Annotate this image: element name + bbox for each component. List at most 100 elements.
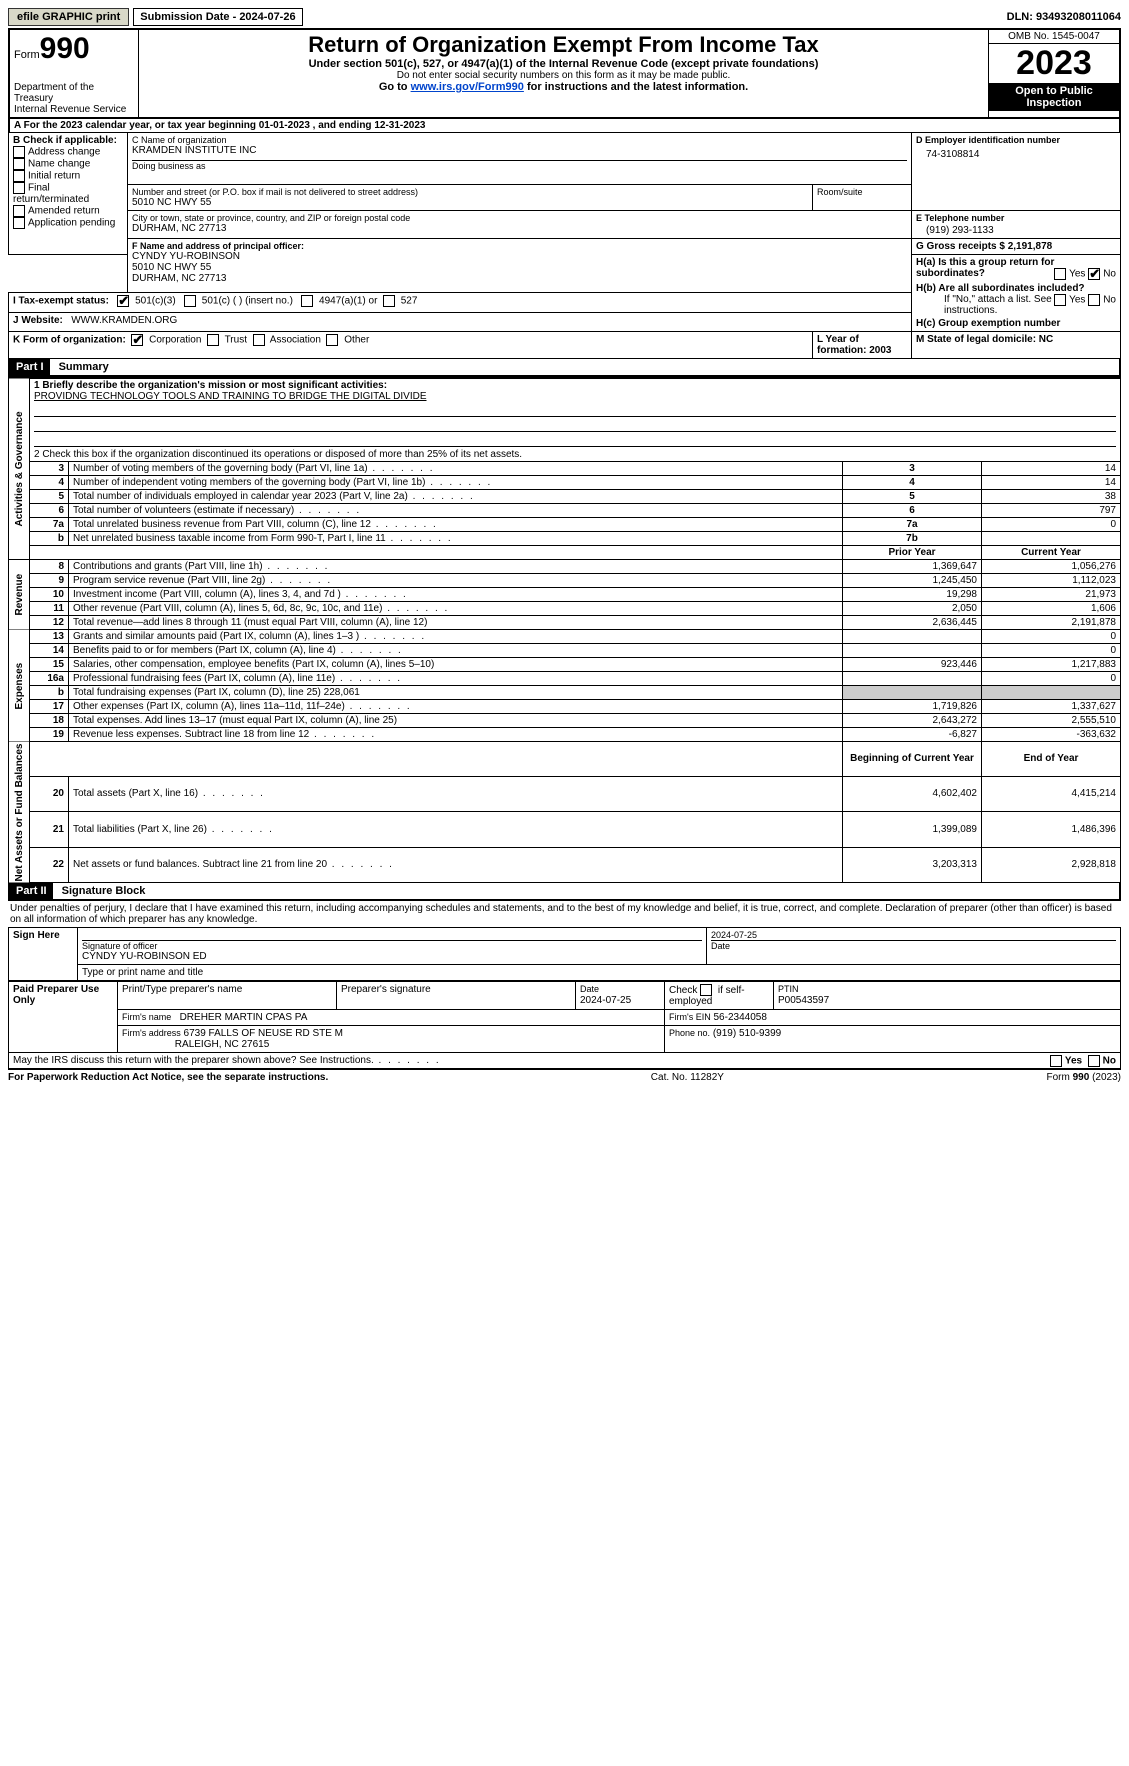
row-4: 4Number of independent voting members of… <box>9 476 1121 490</box>
header-block: Form990 Department of the Treasury Inter… <box>8 28 1121 119</box>
revenue-table: Revenue 8Contributions and grants (Part … <box>8 560 1121 630</box>
firm: DREHER MARTIN CPAS PA <box>180 1012 308 1023</box>
l2: 2 Check this box if the organization dis… <box>30 448 1121 462</box>
gov-label: Activities & Governance <box>9 378 30 560</box>
no1: No <box>1103 269 1116 280</box>
perjury: Under penalties of perjury, I declare th… <box>8 901 1121 927</box>
irs-label: Internal Revenue Service <box>14 104 134 115</box>
cb-4947[interactable] <box>301 295 313 307</box>
o-4947: 4947(a)(1) or <box>319 296 377 307</box>
net-table: Net Assets or Fund Balances Beginning of… <box>8 742 1121 883</box>
cb-501c3[interactable] <box>117 295 129 307</box>
b-label: B Check if applicable: <box>13 135 123 146</box>
dept-treasury: Department of the Treasury <box>14 82 134 104</box>
opt-initial: Initial return <box>28 171 80 182</box>
l2-text: 2 Check this box if the organization dis… <box>34 449 522 460</box>
prep-date-l: Date <box>580 984 599 994</box>
phone: (919) 293-1133 <box>926 225 1116 236</box>
expense-table: Expenses 13Grants and similar amounts pa… <box>8 630 1121 742</box>
hb-yes[interactable] <box>1054 294 1066 306</box>
form-word: Form <box>14 49 40 61</box>
firm-l: Firm's name <box>122 1012 171 1022</box>
form-title: Return of Organization Exempt From Incom… <box>143 32 984 58</box>
ha-no[interactable] <box>1088 268 1100 280</box>
end-hdr: End of Year <box>982 742 1121 776</box>
sig-name: CYNDY YU-ROBINSON ED <box>82 951 702 962</box>
subtitle: Under section 501(c), 527, or 4947(a)(1)… <box>143 58 984 70</box>
preparer-table: Paid Preparer Use Only Print/Type prepar… <box>8 981 1121 1053</box>
dln: DLN: 93493208011064 <box>1007 11 1121 23</box>
gray1 <box>843 686 982 700</box>
firm-phone: (919) 510-9399 <box>713 1028 781 1039</box>
hc-label: H(c) Group exemption number <box>916 318 1116 329</box>
o-501c: 501(c) ( ) (insert no.) <box>202 296 293 307</box>
part2-header: Part II <box>10 883 53 899</box>
cb-self-emp[interactable] <box>700 984 712 996</box>
yes2: Yes <box>1069 295 1085 306</box>
cb-corp[interactable] <box>131 334 143 346</box>
row-3: 3Number of voting members of the governi… <box>9 462 1121 476</box>
cb-assoc[interactable] <box>253 334 265 346</box>
fr2: 990 <box>1073 1072 1090 1083</box>
prep-date: 2024-07-25 <box>580 995 631 1006</box>
cb-address-change[interactable] <box>13 146 25 158</box>
discuss-no[interactable] <box>1088 1055 1100 1067</box>
cb-final[interactable] <box>13 182 25 194</box>
sig-label: Signature of officer <box>82 941 702 951</box>
goto-link[interactable]: www.irs.gov/Form990 <box>411 81 524 93</box>
discuss-yes[interactable] <box>1050 1055 1062 1067</box>
cb-501c[interactable] <box>184 295 196 307</box>
exp-label: Expenses <box>9 630 30 742</box>
o-501c3: 501(c)(3) <box>135 296 176 307</box>
footer: For Paperwork Reduction Act Notice, see … <box>8 1069 1121 1083</box>
o-assoc: Association <box>270 335 321 346</box>
cb-pending[interactable] <box>13 217 25 229</box>
cb-initial[interactable] <box>13 170 25 182</box>
cb-name-change[interactable] <box>13 158 25 170</box>
line-a: A For the 2023 calendar year, or tax yea… <box>8 119 1121 132</box>
website: WWW.KRAMDEN.ORG <box>71 315 177 326</box>
opt-address: Address change <box>28 147 100 158</box>
part2-title: Signature Block <box>56 883 152 899</box>
curr-hdr: Current Year <box>982 546 1121 560</box>
addr-l: Firm's address <box>122 1028 181 1038</box>
row-6: 6Total number of volunteers (estimate if… <box>9 504 1121 518</box>
tax-year: 2023 <box>989 44 1119 83</box>
sign-here-label: Sign Here <box>9 928 78 981</box>
efile-print-button[interactable]: efile GRAPHIC print <box>8 8 129 26</box>
officer-addr2: DURHAM, NC 27713 <box>132 273 907 284</box>
top-bar: efile GRAPHIC print Submission Date - 20… <box>8 8 1121 26</box>
ptin: P00543597 <box>778 995 829 1006</box>
dba-label: Doing business as <box>132 161 907 171</box>
part1-title: Summary <box>53 359 115 375</box>
dy: Yes <box>1065 1056 1082 1067</box>
l1-label: 1 Briefly describe the organization's mi… <box>34 380 1116 391</box>
officer-name: CYNDY YU-ROBINSON <box>132 251 907 262</box>
ein: 74-3108814 <box>926 149 1116 160</box>
firm-addr1: 6739 FALLS OF NEUSE RD STE M <box>184 1028 344 1039</box>
f-label: F Name and address of principal officer: <box>132 241 907 251</box>
e-label: E Telephone number <box>916 213 1116 223</box>
d-label: D Employer identification number <box>916 135 1116 145</box>
footer-left: For Paperwork Reduction Act Notice, see … <box>8 1072 328 1083</box>
fr1: Form <box>1047 1072 1073 1083</box>
cb-amended[interactable] <box>13 205 25 217</box>
officer-addr1: 5010 NC HWY 55 <box>132 262 907 273</box>
cb-trust[interactable] <box>207 334 219 346</box>
row-7a: 7aTotal unrelated business revenue from … <box>9 518 1121 532</box>
firm-addr2: RALEIGH, NC 27615 <box>175 1039 270 1050</box>
o-527: 527 <box>401 296 418 307</box>
cb-527[interactable] <box>383 295 395 307</box>
ha-yes[interactable] <box>1054 268 1066 280</box>
prep-sig-label: Preparer's signature <box>337 982 576 1010</box>
hb-no[interactable] <box>1088 294 1100 306</box>
yes1: Yes <box>1069 269 1085 280</box>
discuss-text: May the IRS discuss this return with the… <box>13 1055 441 1066</box>
room-label: Room/suite <box>817 187 907 197</box>
opt-amended: Amended return <box>28 206 100 217</box>
cb-other[interactable] <box>326 334 338 346</box>
omb: OMB No. 1545-0047 <box>989 30 1119 44</box>
ssn-warning: Do not enter social security numbers on … <box>143 70 984 81</box>
ptin-l: PTIN <box>778 984 799 994</box>
ha-label: H(a) Is this a group return for subordin… <box>916 257 1054 279</box>
